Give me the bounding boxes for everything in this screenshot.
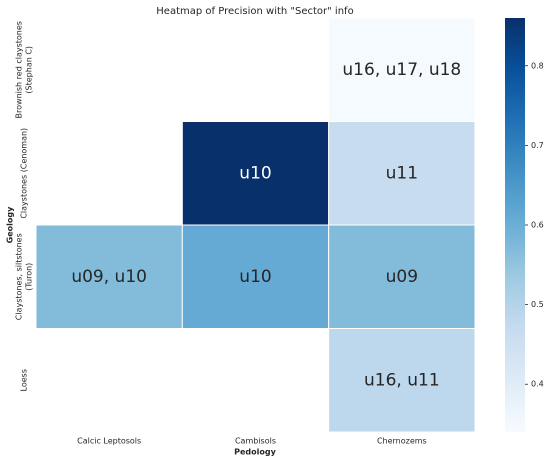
x-tick-label: Cambisols [235,437,276,446]
colorbar-tick-label: 0.6 [531,221,544,230]
y-tick-label: (Stephan C) [25,46,34,94]
heatmap-cell [35,224,183,329]
colorbar-tick-label: 0.4 [531,380,544,389]
y-tick-label: Claystones, siltstones [15,233,24,320]
cell-label: u09, u10 [71,267,147,287]
heatmap-cell [328,121,476,226]
cell-label: u16, u17, u18 [342,60,461,80]
colorbar-tick-label: 0.5 [531,300,544,309]
chart-title: Heatmap of Precision with "Sector" info [156,6,353,17]
y-axis-label: Geology [6,206,15,243]
colorbar [505,18,525,432]
heatmap-cell [328,224,476,329]
cell-label: u11 [386,163,418,183]
cell-label: u10 [239,267,271,287]
heatmap-cell [181,121,330,226]
y-tick-label: (Turon) [25,263,34,291]
heatmap-cell [181,224,330,329]
heatmap-cell [328,328,476,433]
heatmap-cell [328,17,476,122]
cell-label: u10 [239,163,271,183]
y-tick-label: Loess [20,369,29,391]
cell-label: u16, u11 [364,370,440,390]
colorbar-tick-label: 0.8 [531,61,544,70]
x-tick-label: Calcic Leptosols [77,437,141,446]
x-axis-label: Pedology [234,448,276,457]
colorbar-tick-label: 0.7 [531,141,544,150]
cell-label: u09 [386,267,418,287]
y-tick-label: Brownish red claystones [15,21,24,118]
x-tick-label: Chernozems [377,437,427,446]
y-tick-label: Claystones (Cenoman) [20,128,29,219]
